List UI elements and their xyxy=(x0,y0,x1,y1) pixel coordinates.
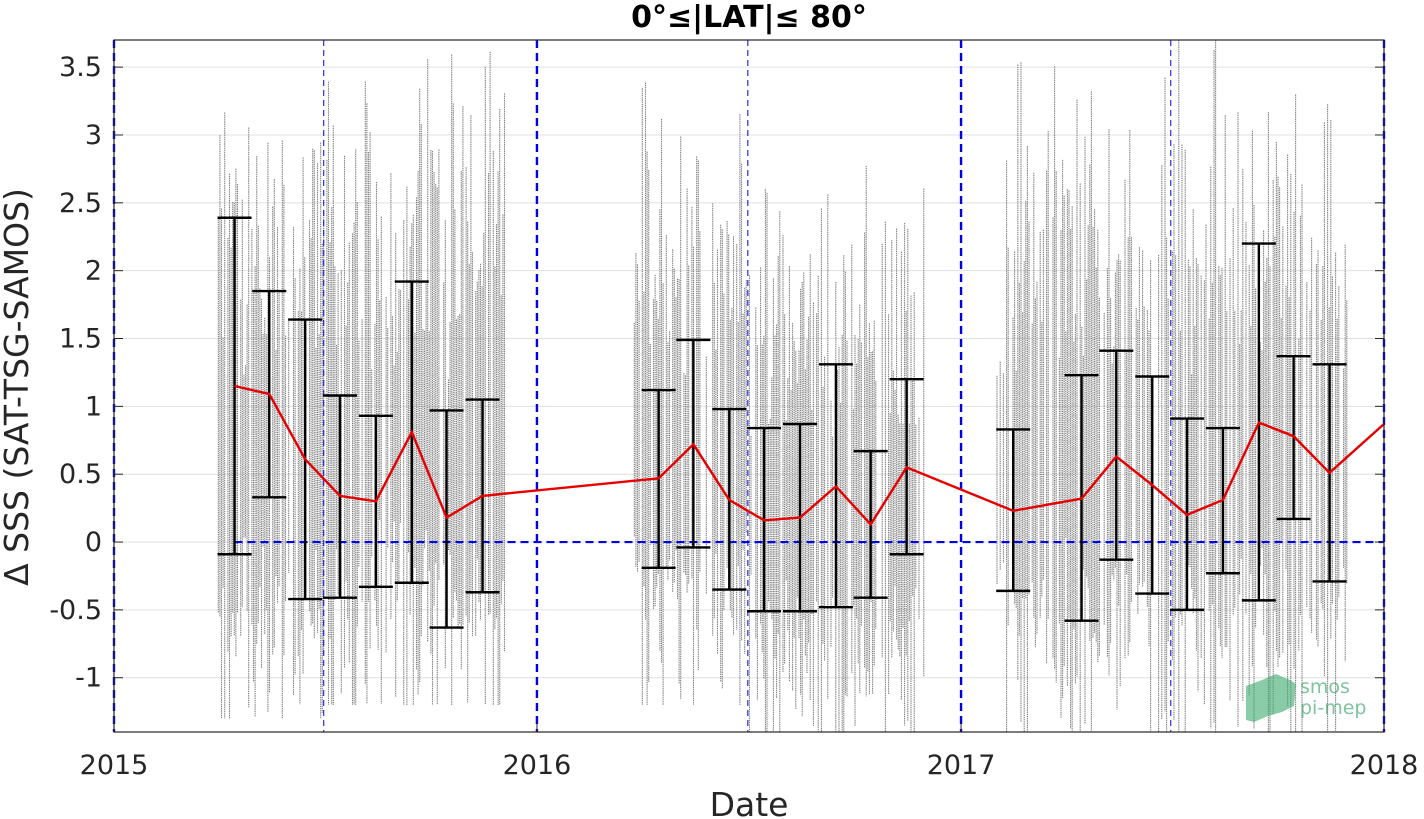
x-tick-label: 2018 xyxy=(1350,750,1419,781)
y-tick-label: -1 xyxy=(75,663,102,694)
y-tick-label: -0.5 xyxy=(49,595,102,626)
x-tick-label: 2017 xyxy=(927,750,996,781)
y-tick-label: 1.5 xyxy=(59,324,102,355)
y-tick-label: 3.5 xyxy=(59,52,102,83)
x-tick-label: 2015 xyxy=(80,750,149,781)
plot-frame xyxy=(113,39,1385,733)
logo-mark-icon xyxy=(1246,674,1296,722)
y-tick-label: 0.5 xyxy=(59,459,102,490)
mean-line xyxy=(234,384,1385,527)
x-axis-label: Date xyxy=(710,785,789,819)
logo-text-smos: smos xyxy=(1300,676,1350,698)
y-tick-label: 3 xyxy=(85,120,102,151)
y-tick-label: 2 xyxy=(85,256,102,287)
y-tick-label: 2.5 xyxy=(59,188,102,219)
y-tick-label: 1 xyxy=(85,391,102,422)
chart-title: 0°≤|LAT|≤ 80° xyxy=(631,0,867,35)
axes xyxy=(113,39,1385,733)
logo-text-pimep: pi-mep xyxy=(1300,697,1366,719)
mean-series-line xyxy=(234,384,1385,527)
smos-pi-mep-logo: smos pi-mep xyxy=(1246,674,1366,722)
y-tick-label: 0 xyxy=(85,527,102,558)
error-bars xyxy=(217,216,1347,629)
tick-labels: -1 -0.5 0 0.5 1 1.5 2 2.5 3 3.5 2015 2016 2017 2018 xyxy=(49,52,1418,781)
x-tick-label: 2016 xyxy=(503,750,572,781)
y-axis-label: Δ SSS (SAT-TSG-SAMOS) xyxy=(0,188,36,586)
scatter-points xyxy=(217,40,1348,732)
